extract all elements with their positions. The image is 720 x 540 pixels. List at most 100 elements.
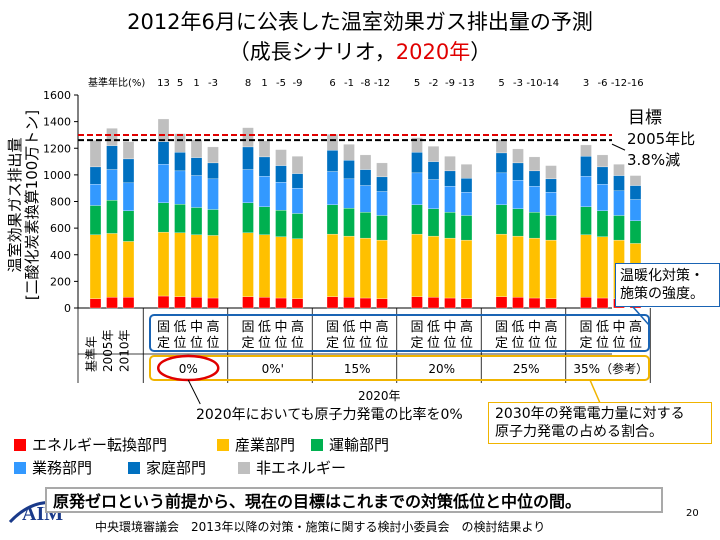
- bar-segment: [190, 297, 203, 309]
- base-bar-label: 2010年: [118, 329, 132, 372]
- y-tick-label: 0: [64, 302, 71, 315]
- level-label: 定: [326, 336, 339, 351]
- level-label: 位: [359, 336, 372, 351]
- bar-segment: [596, 154, 609, 168]
- y-tick-label: 1400: [43, 116, 71, 129]
- bar-segment: [460, 298, 473, 309]
- y-tick-label: 1200: [43, 142, 71, 155]
- bar-segment: [207, 235, 219, 299]
- bar-segment: [275, 236, 287, 299]
- bar-segment: [545, 178, 557, 193]
- bar-segment: [326, 150, 339, 172]
- strength-box: [149, 314, 650, 352]
- nuclear-zero-note: 2020年においても原子力発電の比率を0%: [196, 407, 463, 423]
- bar-segment: [528, 170, 541, 187]
- y-tick-label: 200: [50, 275, 71, 288]
- level-label: 固: [495, 320, 508, 335]
- bar-segment: [157, 164, 170, 203]
- subtitle-pre: （成長シナリオ，: [228, 40, 396, 64]
- bar-segment: [427, 146, 440, 162]
- y-tick-label: 1600: [43, 89, 71, 102]
- bar-segment: [106, 145, 118, 170]
- bar-segment: [596, 236, 609, 299]
- bar-segment: [343, 235, 355, 298]
- bar-segment: [528, 211, 541, 239]
- level-label: 位: [427, 336, 440, 351]
- goal-sub2: 3.8%減: [627, 151, 681, 169]
- ratio-label: 13: [157, 78, 170, 89]
- bar-segment: [376, 298, 388, 309]
- bar-segment: [596, 166, 609, 185]
- bar-segment: [343, 178, 355, 209]
- page-title: 2012年6月に公表した温室効果ガス排出量の予測: [127, 10, 593, 34]
- level-label: 固: [579, 320, 592, 335]
- bar-segment: [242, 202, 254, 233]
- legend-swatch: [238, 461, 250, 474]
- bar-segment: [376, 162, 388, 178]
- ratio-label: -9: [293, 78, 303, 89]
- level-label: 低: [342, 320, 355, 335]
- level-label: 中: [274, 320, 287, 335]
- level-label: 位: [596, 336, 609, 351]
- level-label: 位: [342, 336, 355, 351]
- level-label: 位: [206, 336, 219, 351]
- bar-segment: [190, 207, 203, 235]
- level-label: 高: [629, 319, 642, 335]
- share-label: 20%: [428, 362, 455, 376]
- bar-segment: [411, 296, 423, 309]
- level-label: 中: [359, 320, 372, 335]
- bar-segment: [545, 192, 557, 216]
- bar-segment: [444, 211, 456, 239]
- bar-segment: [460, 164, 473, 179]
- bar-segment: [580, 234, 592, 298]
- level-label: 低: [596, 320, 609, 335]
- level-label: 位: [528, 336, 541, 351]
- base-bar-label: 2005年: [101, 329, 115, 372]
- bar-segment: [122, 158, 135, 184]
- bar-segment: [106, 128, 118, 146]
- bar-segment: [291, 298, 304, 309]
- ratio-label: -6: [598, 78, 608, 89]
- legend-swatch: [14, 461, 26, 474]
- share-connector: [589, 379, 601, 404]
- bar-segment: [427, 235, 440, 298]
- bar-segment: [89, 166, 102, 185]
- bar-segment: [376, 215, 388, 241]
- bar-segment: [376, 191, 388, 216]
- legend-label: 運輸部門: [329, 436, 390, 454]
- bar-segment: [122, 297, 135, 309]
- bar-segment: [258, 156, 271, 177]
- legend-swatch: [14, 438, 26, 451]
- ratio-label: -12: [374, 78, 390, 89]
- bar-segment: [89, 140, 102, 168]
- bar-segment: [359, 185, 372, 213]
- level-label: 位: [443, 336, 456, 351]
- level-label: 定: [579, 336, 592, 351]
- legend-commercial: 業務部門: [14, 457, 92, 478]
- bar-segment: [89, 298, 102, 309]
- bar-segment: [343, 144, 355, 161]
- bar-segment: [343, 208, 355, 237]
- legend-label: 産業部門: [235, 436, 296, 454]
- ratio-label: 8: [245, 78, 251, 89]
- bar-segment: [629, 220, 642, 244]
- bar-segment: [242, 127, 254, 148]
- level-label: 位: [511, 336, 524, 351]
- bar-segment: [242, 146, 254, 170]
- bar-segment: [427, 179, 440, 209]
- bar-segment: [411, 152, 423, 174]
- ratio-label: -14: [543, 78, 559, 89]
- ratio-label: -10: [526, 78, 542, 89]
- subtitle-year: 2020年: [395, 40, 471, 64]
- bar-segment: [106, 297, 118, 309]
- bar-segment: [326, 233, 339, 297]
- ratio-label: -1: [344, 78, 354, 89]
- bar-segment: [291, 173, 304, 189]
- level-label: 位: [291, 336, 304, 351]
- bar-segment: [359, 169, 372, 186]
- level-label: 位: [375, 336, 388, 351]
- bar-segment: [157, 118, 170, 142]
- bar-segment: [275, 210, 287, 237]
- bar-segment: [207, 209, 219, 236]
- bar-segment: [460, 192, 473, 216]
